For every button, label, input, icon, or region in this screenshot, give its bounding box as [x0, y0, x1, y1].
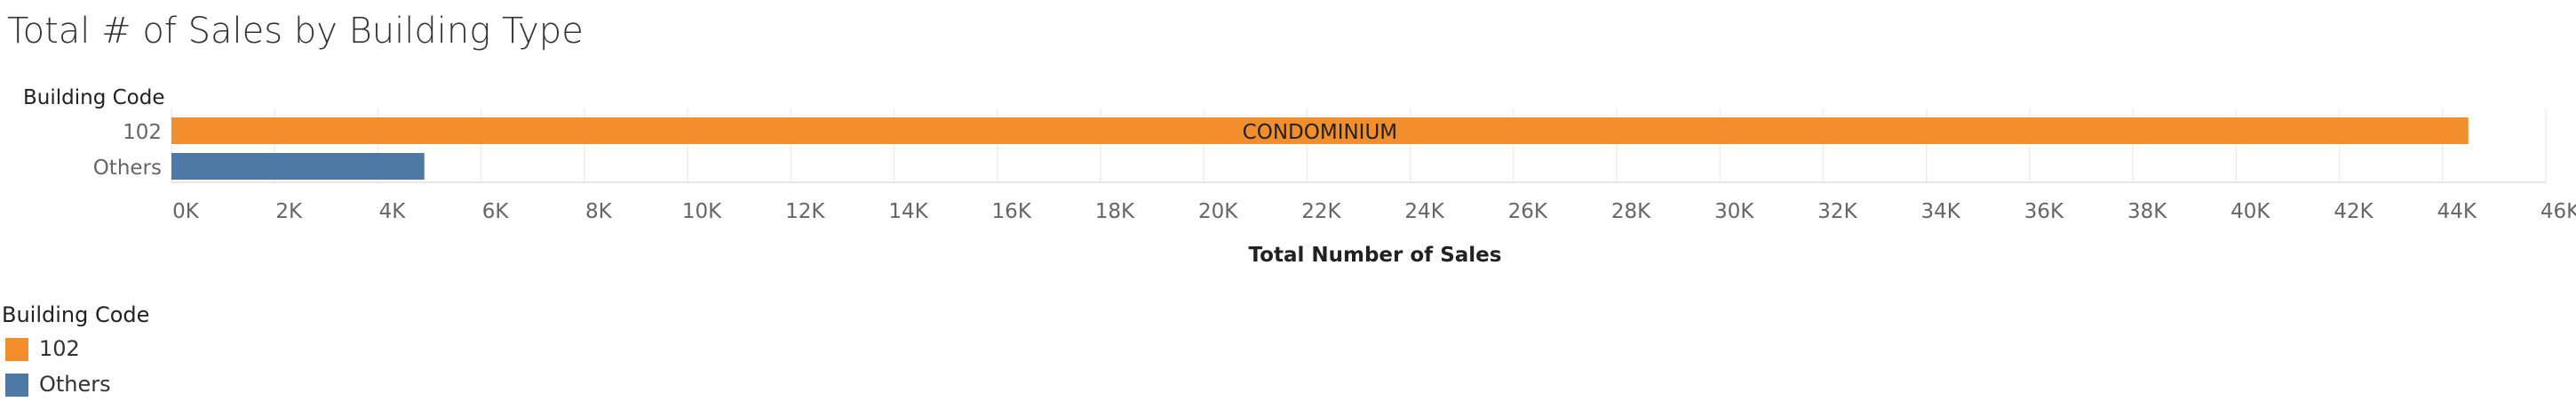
x-tick-label: 42K: [2334, 200, 2373, 223]
bar-102[interactable]: [171, 117, 2469, 144]
x-tick-label: 32K: [1817, 200, 1857, 223]
x-tick-label: 16K: [992, 200, 1032, 223]
x-tick-label: 36K: [2024, 200, 2064, 223]
x-tick-label: 10K: [682, 200, 722, 223]
x-tick-label: 20K: [1198, 200, 1238, 223]
legend-label-others: Others: [39, 372, 111, 397]
x-tick-label: 18K: [1095, 200, 1135, 223]
legend-label-102: 102: [39, 336, 80, 361]
x-tick-label: 40K: [2230, 200, 2270, 223]
legend-swatch-others: [5, 374, 28, 397]
bar-others[interactable]: [171, 153, 425, 180]
bar-chart: Building Code 102 Others CONDOMINIUM 0K 2K 4…: [23, 86, 2576, 267]
x-tick-label: 22K: [1301, 200, 1341, 223]
x-tick-label: 6K: [482, 200, 510, 223]
chart-title: Total # of Sales by Building Type: [7, 11, 584, 52]
x-tick-label: 28K: [1611, 200, 1651, 223]
x-tick-label: 4K: [379, 200, 407, 223]
bar-label-102: CONDOMINIUM: [1243, 121, 1397, 144]
x-tick-label: 14K: [888, 200, 928, 223]
legend-swatch-102: [5, 338, 28, 361]
x-tick-label: 46K: [2540, 200, 2576, 223]
x-tick-label: 44K: [2437, 200, 2477, 223]
x-axis-ticks: 0K 2K 4K 6K 8K 10K 12K 14K 16K 18K 20K 22K 24K 26K 28K…: [172, 200, 2576, 223]
x-tick-label: 26K: [1508, 200, 1548, 223]
category-label-102: 102: [123, 121, 162, 144]
x-tick-label: 30K: [1714, 200, 1754, 223]
x-tick-label: 34K: [1921, 200, 1961, 223]
row-header: Building Code: [23, 86, 165, 109]
x-tick-label: 24K: [1404, 200, 1444, 223]
x-tick-label: 8K: [585, 200, 613, 223]
x-tick-label: 2K: [275, 200, 303, 223]
x-axis-title: Total Number of Sales: [1249, 244, 1502, 267]
legend-title: Building Code: [2, 302, 150, 327]
x-tick-label: 0K: [172, 200, 200, 223]
x-tick-label: 12K: [785, 200, 825, 223]
x-tick-label: 38K: [2127, 200, 2167, 223]
category-label-others: Others: [93, 157, 162, 180]
